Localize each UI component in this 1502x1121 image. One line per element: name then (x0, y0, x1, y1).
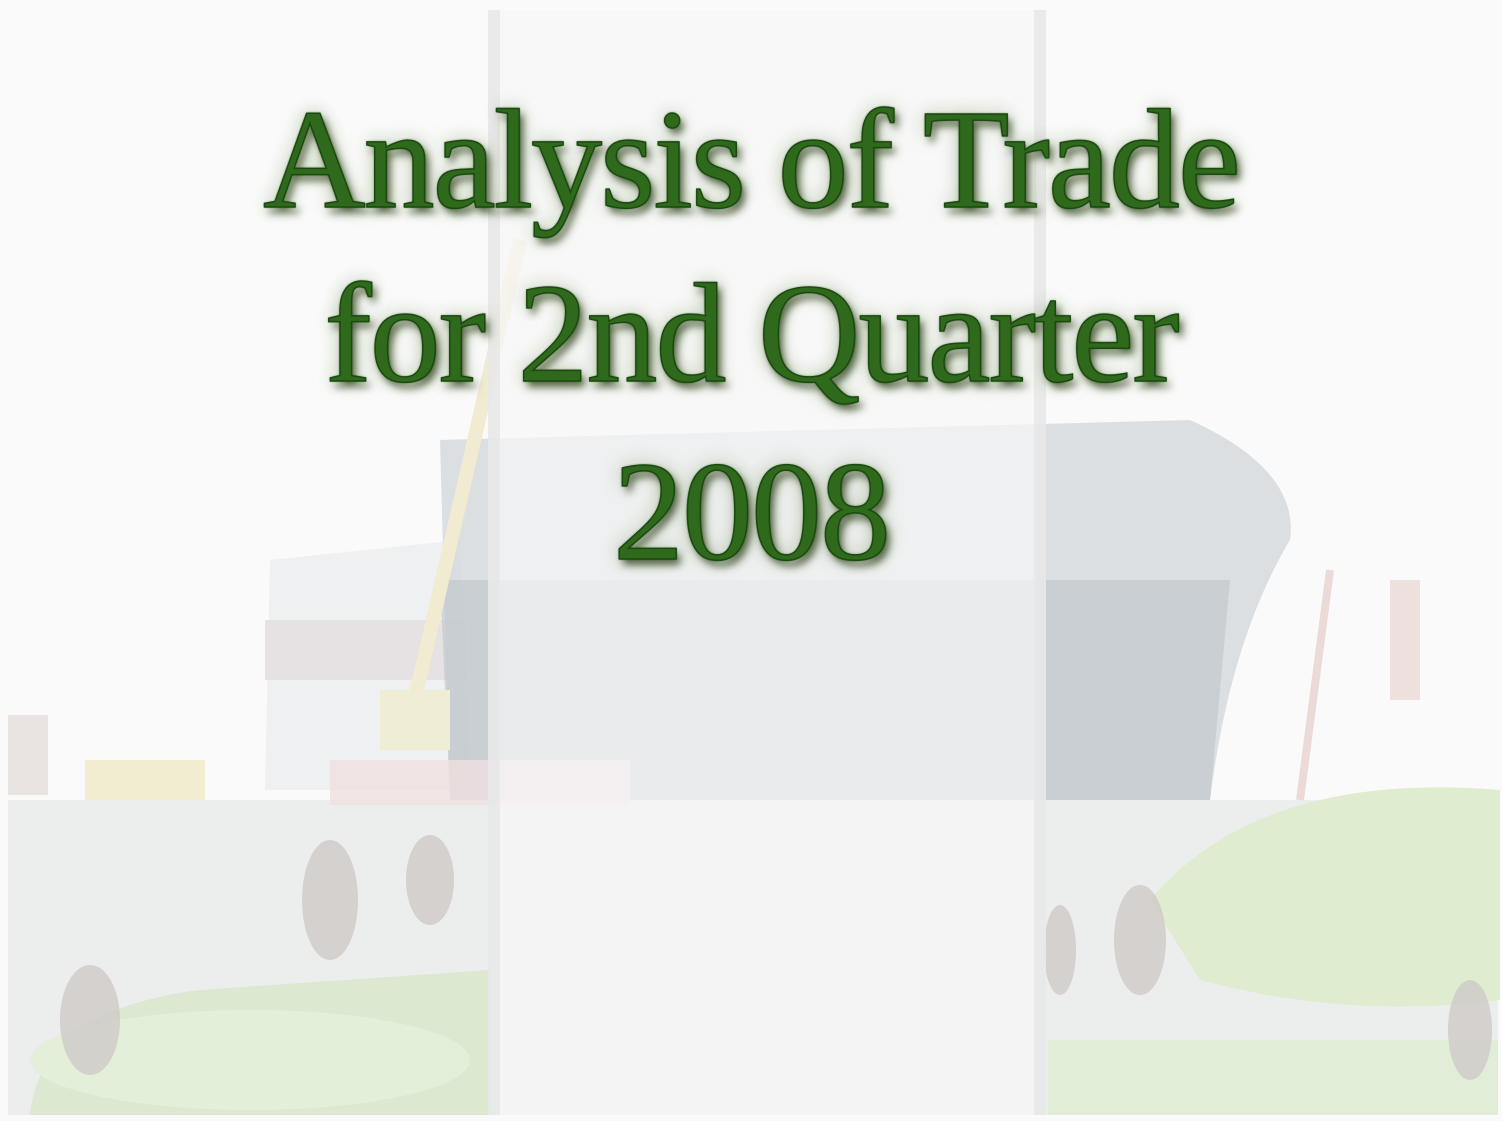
title-line: 2008 (0, 440, 1502, 582)
title-line: for 2nd Quarter (0, 262, 1502, 404)
slide: Analysis of Trade for 2nd Quarter 2008 (0, 0, 1502, 1121)
title-line: Analysis of Trade (0, 88, 1502, 230)
